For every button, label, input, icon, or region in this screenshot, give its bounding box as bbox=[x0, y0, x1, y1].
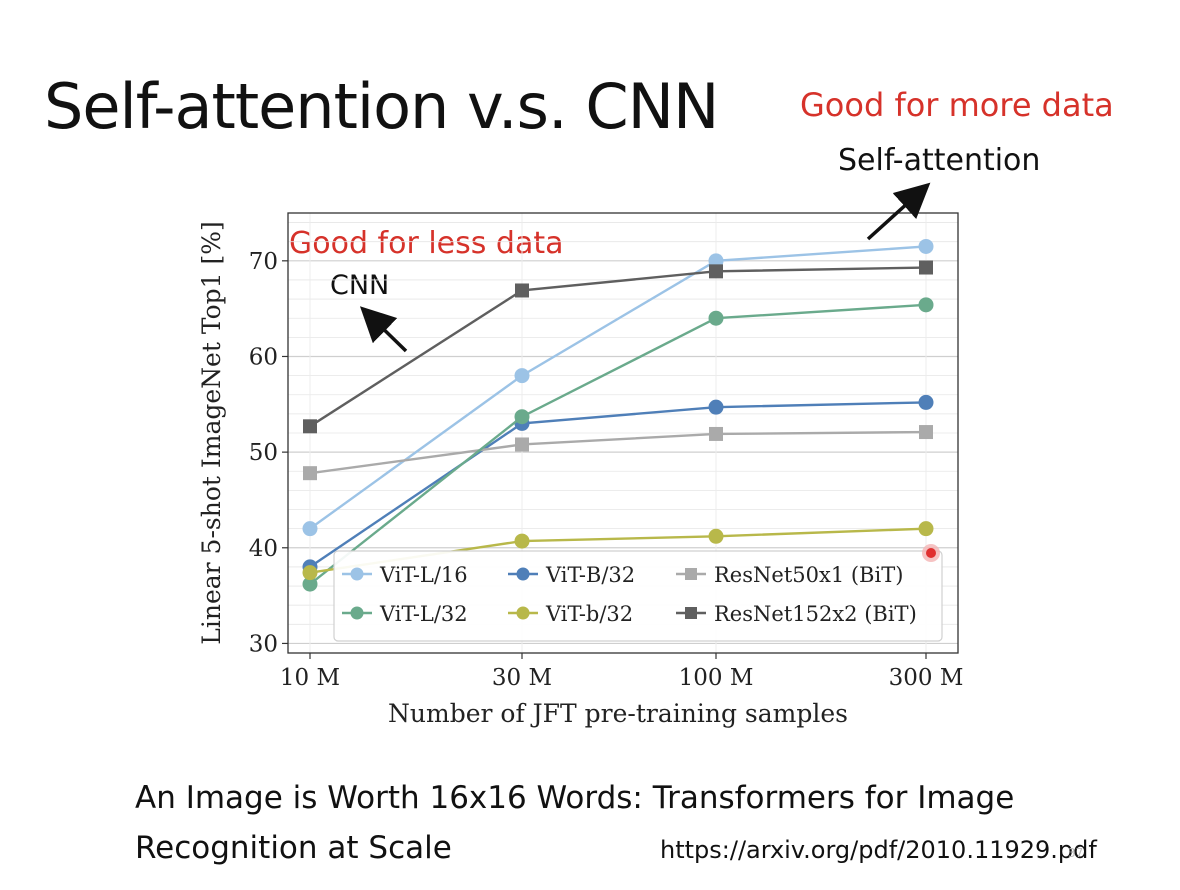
legend-box bbox=[333, 550, 943, 642]
legend-marker bbox=[516, 606, 530, 620]
plot-frame bbox=[287, 212, 959, 654]
series-line-vit-b-32 bbox=[309, 401, 927, 568]
data-point bbox=[918, 521, 934, 537]
series-line-resnet152x2-bit- bbox=[309, 266, 927, 428]
self-attention-label: Self-attention bbox=[838, 143, 1041, 178]
legend-marker bbox=[685, 607, 697, 619]
legend-label: ViT-L/32 bbox=[379, 602, 468, 626]
data-point bbox=[302, 521, 318, 537]
y-tick-label: 60 bbox=[249, 344, 278, 370]
data-point bbox=[919, 425, 933, 440]
data-point bbox=[709, 426, 723, 441]
axes: 30 40 50 60 70 10 M 30 M 100 M 300 M bbox=[249, 249, 964, 691]
paper-title: An Image is Worth 16x16 Words: Transform… bbox=[135, 780, 1015, 866]
data-point bbox=[303, 466, 317, 481]
legend-label: ViT-b/32 bbox=[545, 602, 633, 626]
cnn-label: CNN bbox=[330, 270, 390, 301]
data-point bbox=[918, 297, 934, 313]
x-tick-label: 300 M bbox=[889, 665, 964, 691]
series-line-vit-l-32 bbox=[309, 303, 927, 586]
series-group bbox=[302, 238, 934, 592]
y-tick-label: 40 bbox=[249, 536, 278, 562]
series-line-vit-l-16 bbox=[309, 245, 927, 530]
data-point bbox=[515, 283, 529, 298]
paper-url[interactable]: https://arxiv.org/pdf/2010.11929.pdf bbox=[660, 836, 1097, 864]
legend-label: ResNet152x2 (BiT) bbox=[714, 602, 917, 626]
data-point bbox=[302, 565, 318, 581]
legend-marker bbox=[350, 567, 364, 581]
good-for-less-data-note: Good for less data bbox=[289, 226, 564, 261]
slide-title: Self-attention v.s. CNN bbox=[44, 70, 719, 143]
legend-marker bbox=[685, 568, 697, 580]
y-tick-label: 30 bbox=[249, 631, 278, 657]
data-point bbox=[918, 238, 934, 254]
x-axis-label: Number of JFT pre-training samples bbox=[388, 699, 848, 728]
legend-label: ViT-B/32 bbox=[545, 563, 635, 587]
data-point bbox=[919, 260, 933, 275]
x-tick-label: 100 M bbox=[679, 665, 754, 691]
cnn-arrow bbox=[359, 306, 408, 353]
legend-label: ResNet50x1 (BiT) bbox=[714, 563, 903, 587]
pointer-dot bbox=[922, 544, 940, 562]
data-point bbox=[918, 394, 934, 410]
data-point bbox=[515, 437, 529, 452]
x-tick-label: 30 M bbox=[492, 665, 552, 691]
data-point bbox=[708, 399, 724, 415]
data-point bbox=[514, 533, 530, 549]
data-point bbox=[708, 528, 724, 544]
data-point bbox=[708, 310, 724, 326]
data-point bbox=[514, 368, 530, 384]
legend-marker bbox=[350, 606, 364, 620]
data-point bbox=[302, 576, 318, 592]
data-point bbox=[514, 409, 530, 425]
series-line-resnet50x1-bit- bbox=[309, 430, 927, 475]
y-tick-label: 70 bbox=[249, 249, 278, 275]
y-tick-label: 50 bbox=[249, 440, 278, 466]
page-number: 37 bbox=[1068, 846, 1084, 860]
y-axis-label: Linear 5-shot ImageNet Top1 [%] bbox=[197, 221, 226, 644]
self-attention-arrow bbox=[866, 182, 931, 241]
x-tick-label: 10 M bbox=[280, 665, 340, 691]
data-point bbox=[709, 264, 723, 279]
legend-label: ViT-L/16 bbox=[379, 563, 468, 587]
legend: ViT-L/16 ViT-B/32 ResNet50x1 (BiT) ViT-L/32… bbox=[333, 550, 943, 642]
good-for-more-data-note: Good for more data bbox=[800, 86, 1114, 124]
legend-marker bbox=[516, 567, 530, 581]
data-point bbox=[303, 419, 317, 434]
